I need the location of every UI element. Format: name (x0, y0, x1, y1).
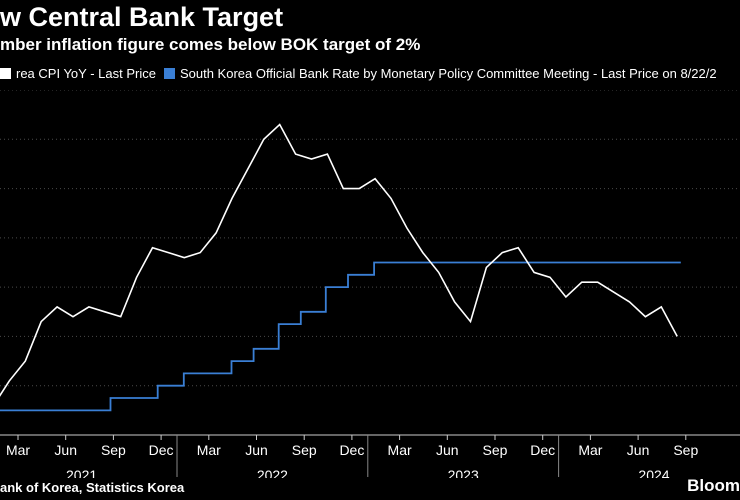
legend-item-cpi: rea CPI YoY - Last Price (0, 66, 156, 81)
series-line-cpi (0, 123, 678, 397)
x-tick-label: Mar (6, 442, 30, 458)
line-chart: Mar Jun Sep Dec Mar Jun Sep Dec Mar Jun Sep Dec Mar J… (0, 90, 740, 478)
x-tick-label: Dec (339, 442, 364, 458)
x-tick-label: Mar (578, 442, 602, 458)
legend-swatch-rate (163, 68, 175, 79)
x-tick-label: Jun (245, 442, 268, 458)
legend-label-cpi: rea CPI YoY - Last Price (16, 66, 156, 81)
x-tick-label: Sep (101, 442, 126, 458)
x-tick-label: Jun (54, 442, 77, 458)
x-tick-label: Jun (436, 442, 459, 458)
x-tick-label: Sep (292, 442, 317, 458)
x-tick-label: Mar (388, 442, 412, 458)
source-note: ank of Korea, Statistics Korea (0, 480, 185, 495)
legend-label-rate: South Korea Official Bank Rate by Moneta… (179, 66, 717, 81)
x-tick-label: Jun (627, 442, 650, 458)
year-label: 2023 (448, 467, 479, 478)
legend-item-rate: South Korea Official Bank Rate by Moneta… (163, 66, 717, 81)
x-tick-label: Sep (673, 442, 698, 458)
year-label: 2024 (638, 467, 669, 478)
legend: rea CPI YoY - Last Price South Korea Off… (0, 66, 725, 81)
series-line-policy-rate (0, 261, 681, 412)
chart-title: w Central Bank Target (0, 2, 284, 32)
brand-logo-text: Bloom (687, 476, 740, 495)
year-label: 2021 (66, 467, 97, 478)
x-tick-label: Dec (530, 442, 555, 458)
chart-subtitle: mber inflation figure comes below BOK ta… (0, 35, 421, 54)
legend-swatch-cpi (0, 68, 11, 79)
x-tick-label: Sep (483, 442, 508, 458)
x-tick-label: Mar (197, 442, 221, 458)
year-label: 2022 (257, 467, 288, 478)
x-tick-label: Dec (149, 442, 174, 458)
